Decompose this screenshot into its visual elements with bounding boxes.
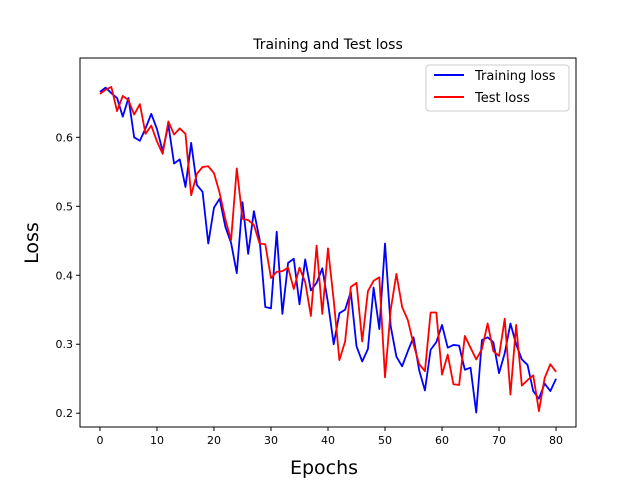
x-tick-label: 70 bbox=[492, 434, 506, 447]
y-tick-label: 0.4 bbox=[56, 269, 74, 282]
y-axis: 0.2 0.3 0.4 0.5 0.6 bbox=[56, 131, 80, 420]
x-tick-label: 0 bbox=[96, 434, 103, 447]
legend: Training loss Test loss bbox=[425, 64, 570, 112]
y-tick-label: 0.6 bbox=[56, 131, 74, 144]
x-tick-label: 10 bbox=[150, 434, 164, 447]
legend-label-test-loss: Test loss bbox=[474, 91, 530, 106]
legend-label-training-loss: Training loss bbox=[474, 69, 556, 84]
y-tick-label: 0.2 bbox=[56, 407, 74, 420]
x-tick-label: 80 bbox=[549, 434, 563, 447]
y-axis-title: Loss bbox=[21, 222, 43, 264]
y-tick-label: 0.5 bbox=[56, 200, 74, 213]
series-layer bbox=[99, 86, 557, 414]
x-tick-label: 60 bbox=[435, 434, 449, 447]
x-axis-title: Epochs bbox=[290, 457, 358, 479]
series-line-test-loss bbox=[99, 86, 557, 413]
x-tick-label: 50 bbox=[378, 434, 392, 447]
x-tick-label: 40 bbox=[321, 434, 335, 447]
chart-title: Training and Test loss bbox=[252, 37, 403, 53]
legend-box bbox=[425, 64, 570, 112]
y-tick-label: 0.3 bbox=[56, 338, 74, 351]
series-line-training-loss bbox=[99, 86, 557, 414]
x-axis: 0 10 20 30 40 50 60 70 80 bbox=[96, 427, 563, 447]
x-tick-label: 30 bbox=[264, 434, 278, 447]
x-tick-label: 20 bbox=[207, 434, 221, 447]
